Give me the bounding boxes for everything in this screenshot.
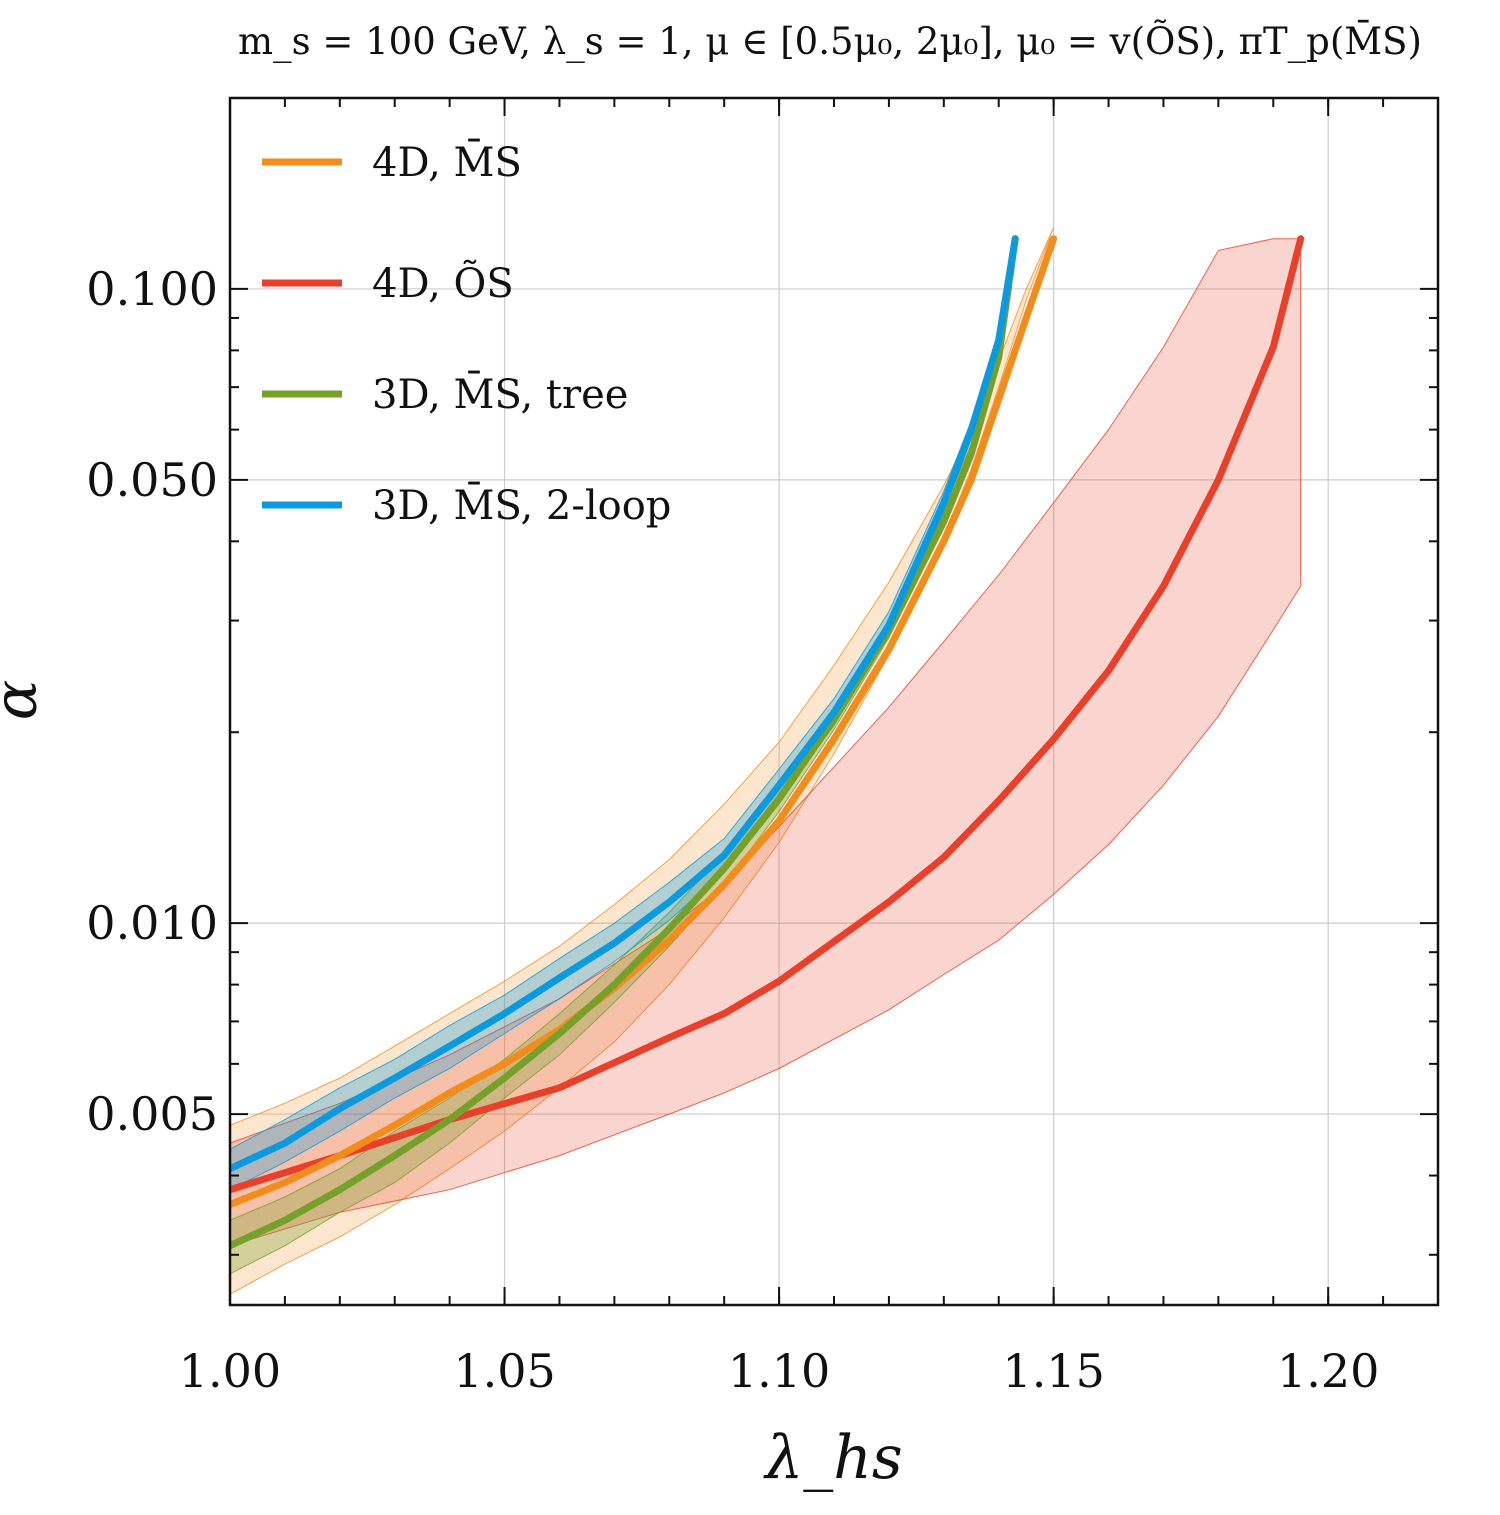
- x-tick-label: 1.10: [728, 1344, 830, 1398]
- x-tick-label: 1.00: [179, 1344, 281, 1398]
- x-tick-label: 1.15: [1002, 1344, 1104, 1398]
- x-axis-label: λ_hs: [763, 1423, 902, 1493]
- chart-title: m_s = 100 GeV, λ_s = 1, μ ∈ [0.5μ₀, 2μ₀]…: [238, 19, 1422, 64]
- legend-label: 4D, M̄S: [372, 139, 522, 186]
- line-layer: [230, 235, 1305, 1250]
- series-line-1: [230, 235, 1305, 1194]
- y-tick-label: 0.010: [86, 896, 218, 950]
- y-axis-label: α: [0, 680, 51, 721]
- legend: 4D, M̄S 4D, ÕS 3D, M̄S, tree 3D, M̄S, 2-loo…: [262, 139, 671, 529]
- legend-label: 3D, M̄S, tree: [372, 371, 628, 418]
- series-line-3: [230, 235, 1019, 1173]
- y-tick-label: 0.005: [86, 1087, 218, 1141]
- band-layer: [230, 227, 1302, 1295]
- legend-label: 3D, M̄S, 2-loop: [372, 482, 671, 529]
- legend-label: 4D, ÕS: [372, 260, 514, 307]
- tick-layer: 1.00 1.05 1.10 1.15 1.20 0.005 0.010 0.050 0.100: [86, 98, 1439, 1398]
- plot-frame: [228, 96, 1440, 1307]
- x-tick-label: 1.20: [1277, 1344, 1379, 1398]
- y-tick-label: 0.050: [86, 453, 218, 507]
- y-tick-label: 0.100: [86, 262, 218, 316]
- grid-layer: [229, 98, 1438, 1305]
- series-line-2: [230, 235, 1019, 1250]
- band-0: [230, 227, 1055, 1295]
- x-tick-label: 1.05: [453, 1344, 555, 1398]
- series-line-0: [230, 235, 1058, 1209]
